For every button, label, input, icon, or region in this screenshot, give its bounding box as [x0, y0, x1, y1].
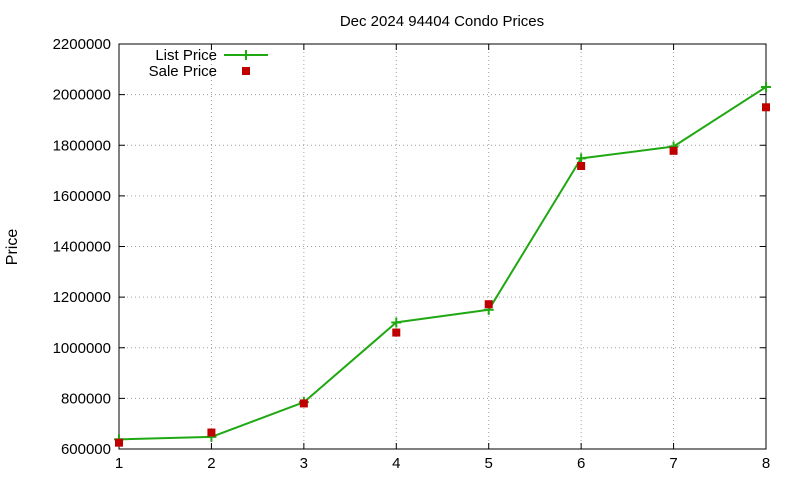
y-tick-label: 2000000	[53, 87, 111, 104]
sale-price-point	[762, 103, 770, 112]
grid-layer	[119, 44, 766, 449]
sale-price-point	[392, 328, 401, 337]
y-tick-label: 1600000	[53, 188, 111, 205]
x-tick-label: 3	[300, 455, 308, 472]
x-tick-label: 2	[207, 455, 215, 472]
list-price-point	[576, 153, 587, 164]
y-tick-label: 800000	[61, 390, 111, 407]
x-tick-label: 4	[392, 455, 400, 472]
y-tick-label: 1000000	[53, 340, 111, 357]
x-tick-label: 7	[669, 455, 677, 472]
y-tick-label: 600000	[61, 441, 111, 458]
legend-label-list-price: List Price	[155, 47, 217, 64]
legend-marker-list-price	[241, 50, 251, 60]
list-price-point	[761, 82, 771, 93]
y-tick-label: 1400000	[53, 239, 111, 256]
sale-price-point	[207, 428, 216, 437]
y-tick-label: 1200000	[53, 289, 111, 306]
chart-title: Dec 2024 94404 Condo Prices	[340, 13, 544, 30]
sale-price-point	[484, 300, 493, 309]
x-tick-label: 5	[485, 455, 493, 472]
legend: List Price Sale Price	[149, 47, 268, 80]
sale-price-point	[299, 399, 308, 408]
x-tick-label: 6	[577, 455, 585, 472]
legend-label-sale-price: Sale Price	[149, 63, 217, 80]
sale-price-point	[115, 438, 123, 447]
list-price-point	[391, 317, 402, 328]
y-tick-label: 1800000	[53, 137, 111, 154]
sale-price-point	[669, 146, 678, 155]
x-tick-label: 1	[115, 455, 123, 472]
plot-frame	[118, 43, 767, 450]
y-tick-label: 2200000	[53, 36, 111, 53]
legend-marker-sale-price	[242, 67, 250, 75]
series-line-list-price	[118, 86, 767, 441]
axis-layer: 600000 800000 1000000 1200000 1400000 1600000…	[53, 36, 771, 472]
series-layer	[114, 82, 771, 447]
sale-price-point	[577, 162, 586, 171]
x-tick-label: 8	[762, 455, 770, 472]
y-axis-label: Price	[4, 229, 21, 266]
